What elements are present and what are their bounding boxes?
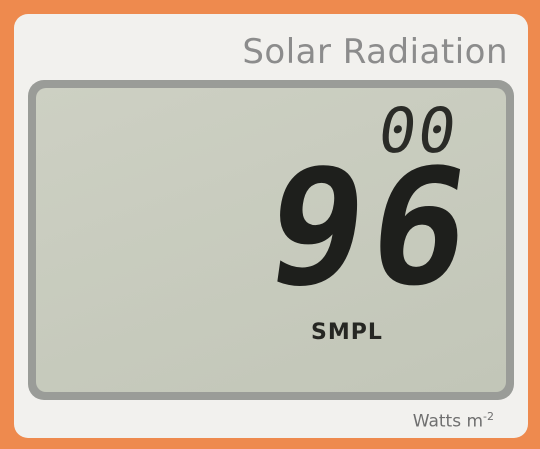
main-reading: 96 xyxy=(256,134,488,321)
lcd-bezel: 00 96 SMPL xyxy=(28,80,514,400)
panel: Solar Radiation 00 96 SMPL Watts m-2 xyxy=(14,14,528,438)
unit: Watts m xyxy=(412,412,484,432)
unit-label: Watts m-2 xyxy=(413,410,494,432)
lcd-screen: 00 96 SMPL xyxy=(36,88,506,392)
unit-exponent: -2 xyxy=(483,410,494,424)
mode-label: SMPL xyxy=(311,320,383,345)
title: Solar Radiation xyxy=(242,32,508,72)
